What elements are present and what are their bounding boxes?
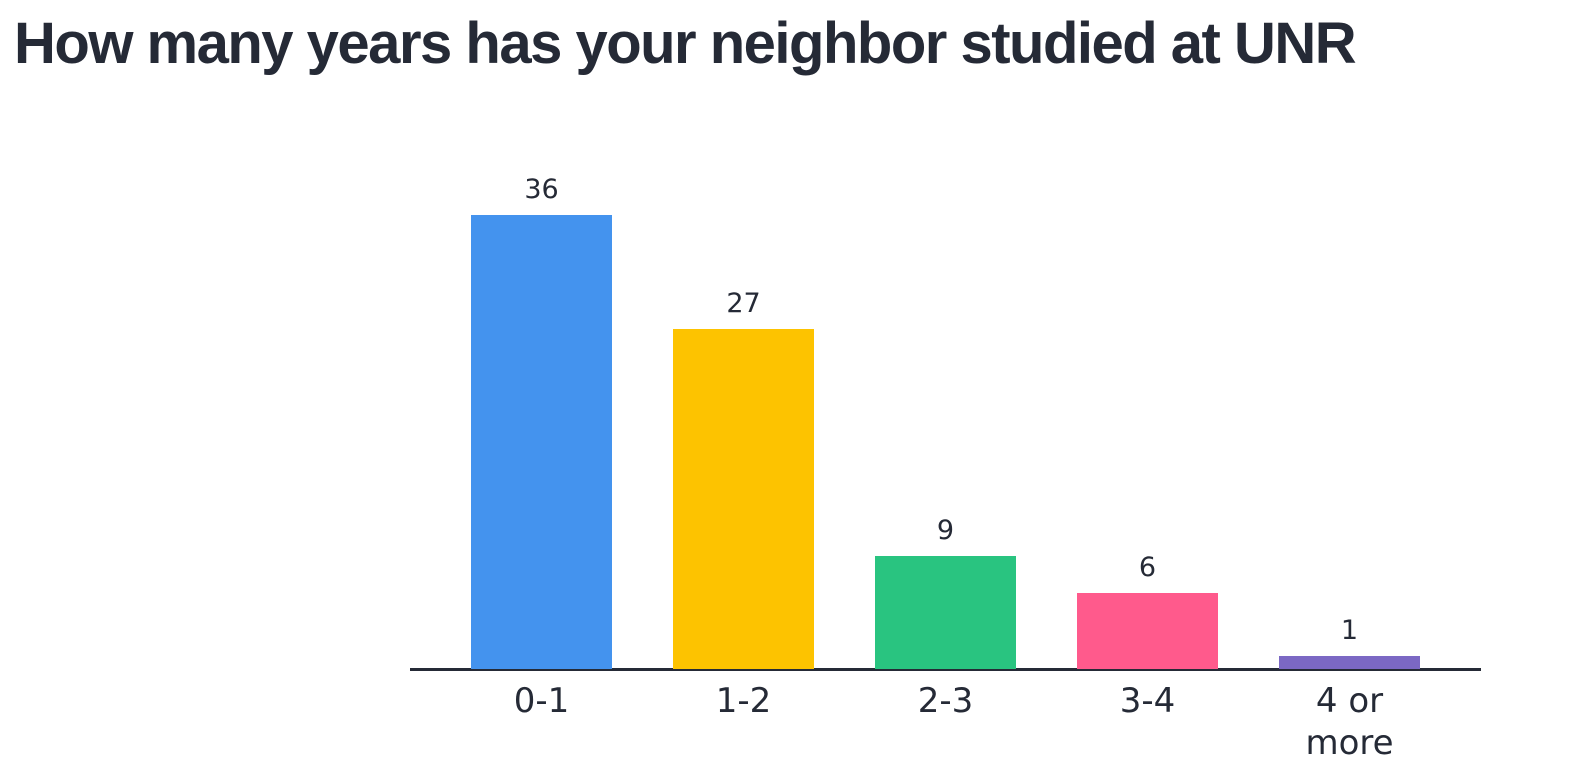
- value-label: 6: [1138, 552, 1157, 584]
- value-label: 1: [1340, 615, 1359, 647]
- value-label: 27: [726, 287, 761, 319]
- bar: [673, 328, 814, 669]
- bar: [1077, 593, 1218, 669]
- chart-title: How many years has your neighbor studied…: [14, 11, 1357, 76]
- bar: [875, 555, 1016, 669]
- x-tick-label: 4 or more: [1305, 681, 1394, 763]
- x-tick-label: 1-2: [715, 681, 772, 721]
- bar: [1279, 656, 1420, 669]
- value-label: 36: [524, 174, 559, 205]
- bar: [471, 215, 612, 669]
- value-label: 9: [936, 514, 955, 546]
- x-tick-label: 2-3: [917, 681, 974, 721]
- x-tick-label: 3-4: [1119, 681, 1176, 721]
- x-axis-line: [410, 668, 1481, 671]
- x-tick-label: 0-1: [513, 681, 570, 721]
